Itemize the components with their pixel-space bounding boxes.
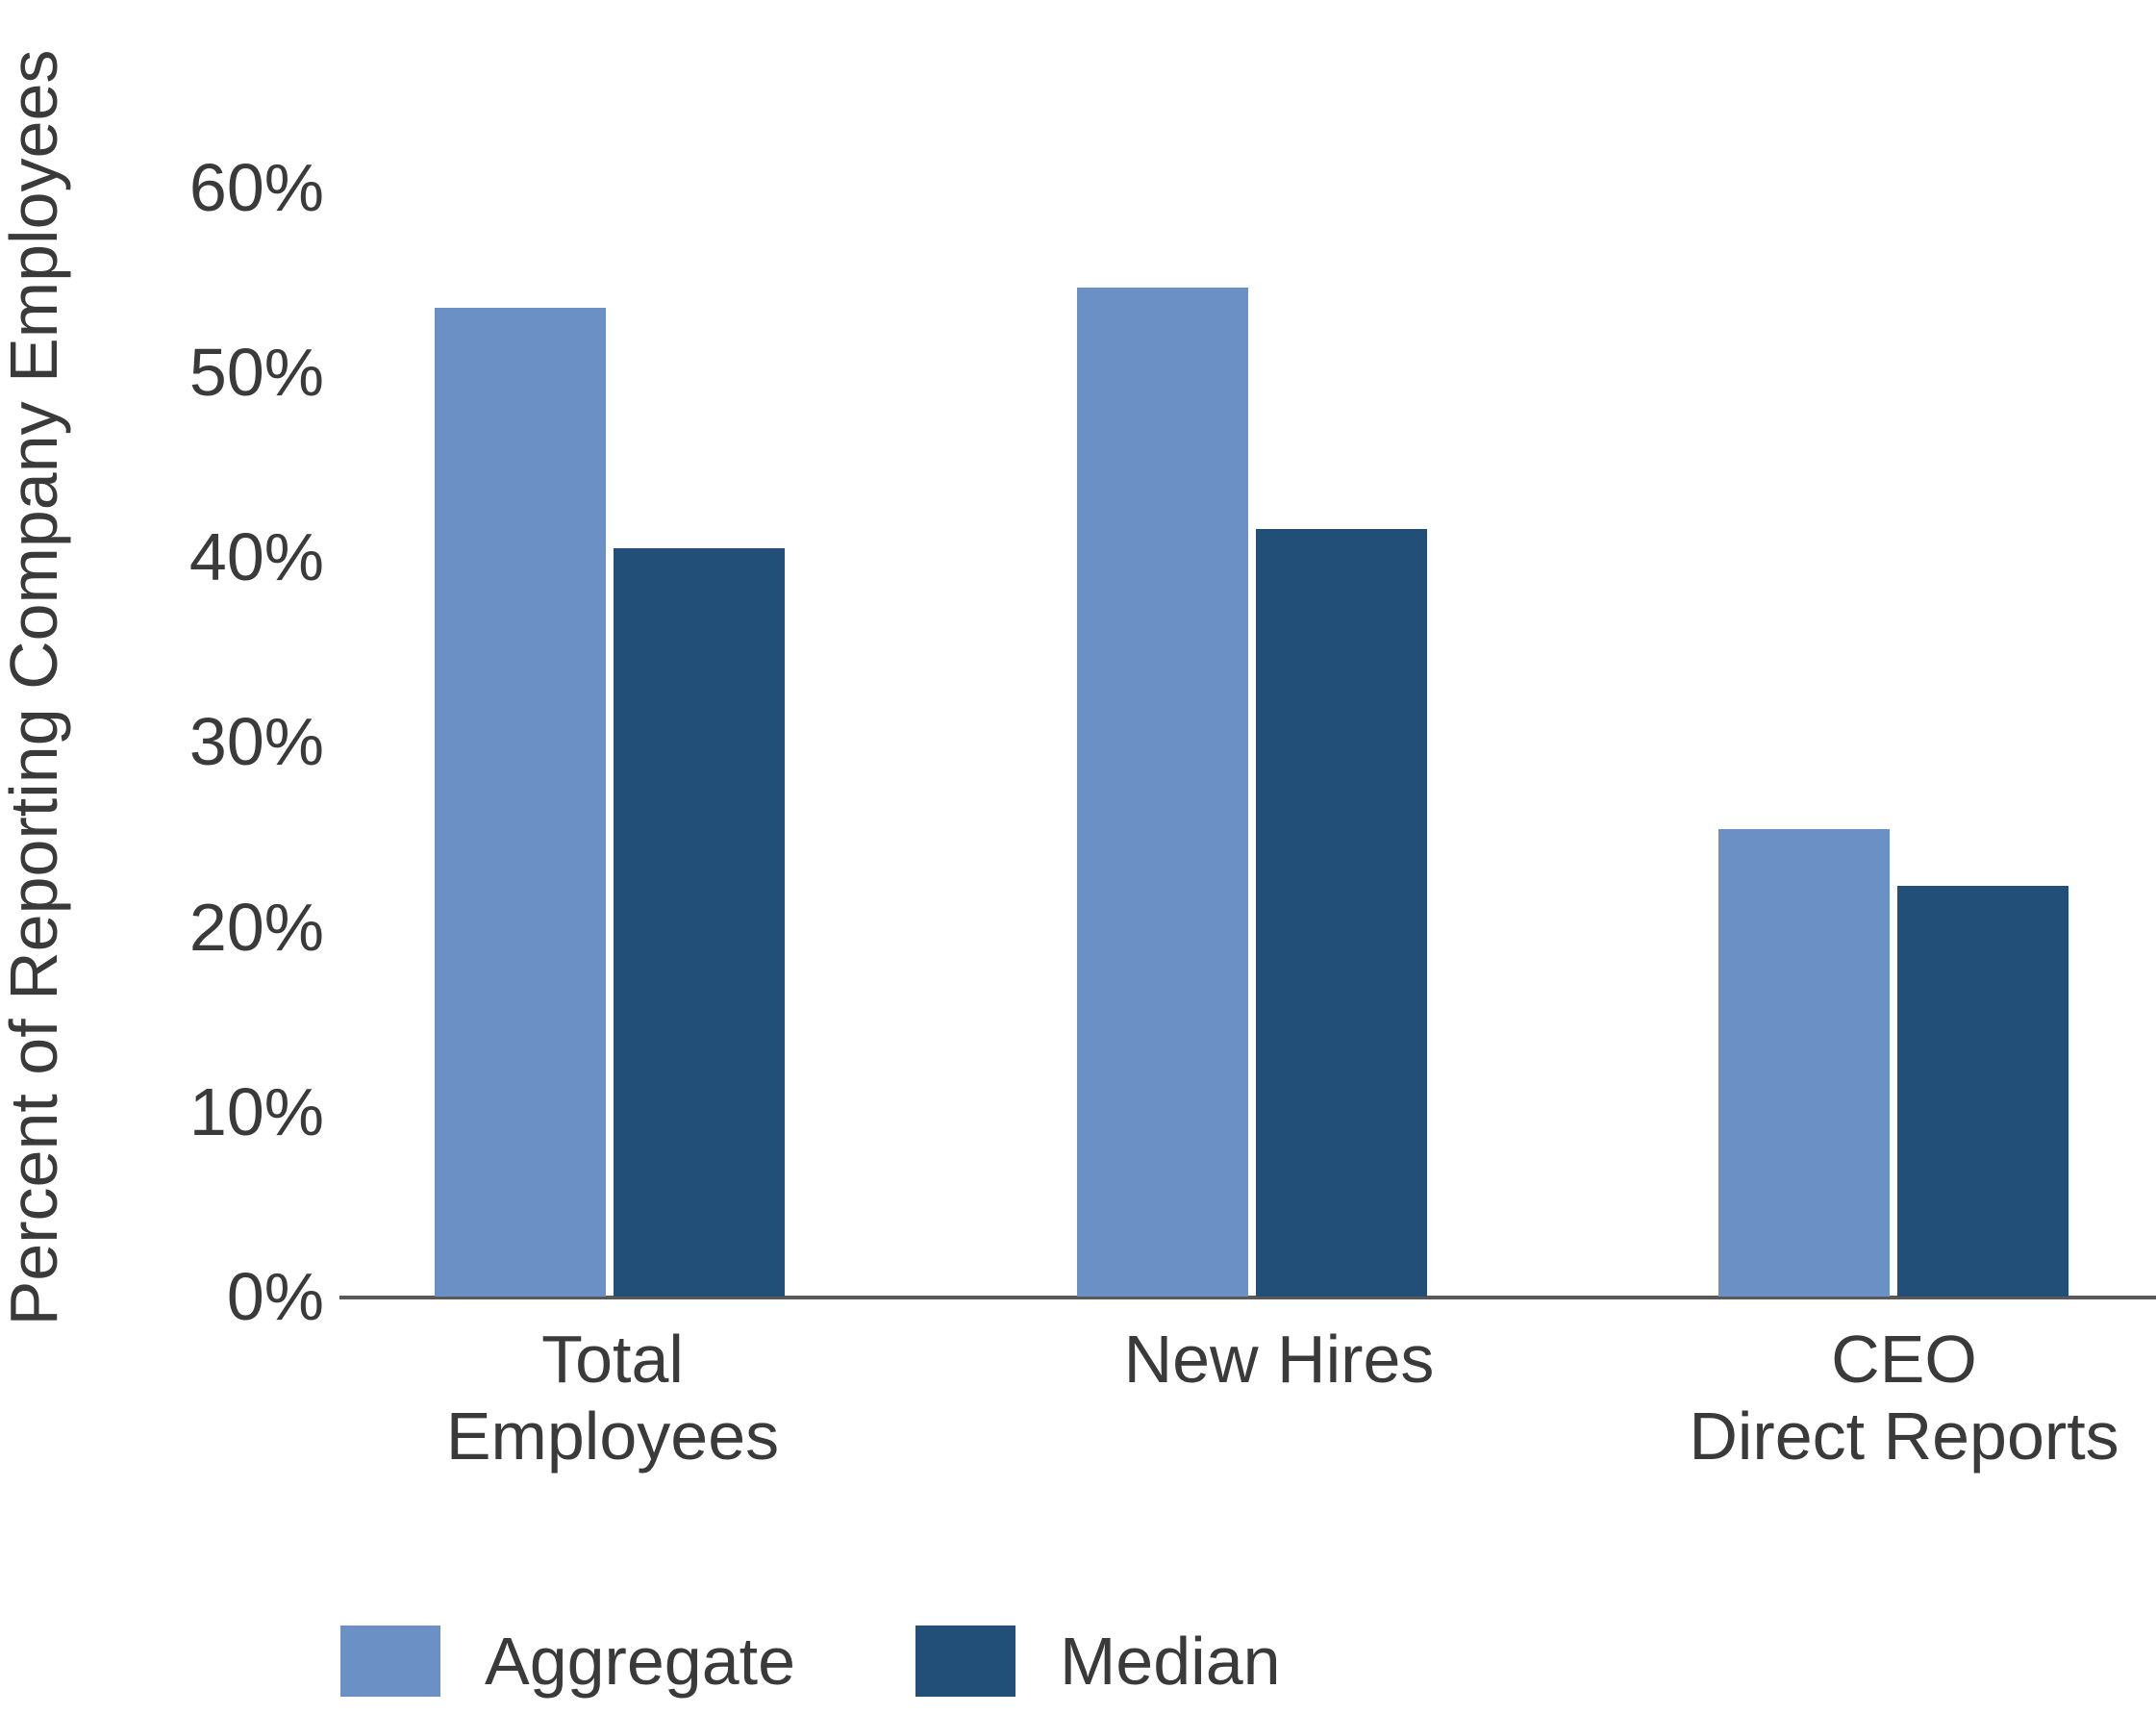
legend-entry-aggregate: Aggregate bbox=[340, 1626, 795, 1697]
y-tick-label: 50% bbox=[188, 335, 324, 411]
bar-median-2 bbox=[1897, 886, 2069, 1297]
legend-entry-median: Median bbox=[915, 1626, 1281, 1697]
x-axis-line bbox=[339, 1296, 2156, 1299]
y-tick-label: 20% bbox=[188, 889, 324, 965]
y-axis-title: Percent of Reporting Company Employees bbox=[0, 49, 71, 1326]
x-category-label: CEO Direct Reports bbox=[1689, 1322, 2119, 1474]
y-tick-label: 30% bbox=[188, 704, 324, 780]
x-category-label: Total Employees bbox=[445, 1322, 780, 1474]
bar-median-0 bbox=[614, 547, 786, 1297]
legend-label-aggregate: Aggregate bbox=[485, 1624, 796, 1699]
legend-swatch-median bbox=[915, 1626, 1015, 1697]
legend-label-median: Median bbox=[1060, 1624, 1281, 1699]
y-tick-label: 0% bbox=[226, 1259, 324, 1334]
bar-median-1 bbox=[1256, 529, 1428, 1297]
x-category-label: New Hires bbox=[1123, 1322, 1435, 1397]
legend-swatch-aggregate bbox=[340, 1626, 440, 1697]
y-tick-label: 60% bbox=[188, 149, 324, 225]
bar-aggregate-0 bbox=[434, 307, 606, 1297]
y-tick-label: 10% bbox=[188, 1073, 324, 1149]
y-tick-label: 40% bbox=[188, 519, 324, 595]
bar-aggregate-2 bbox=[1717, 828, 1890, 1297]
bar-aggregate-1 bbox=[1076, 287, 1248, 1297]
